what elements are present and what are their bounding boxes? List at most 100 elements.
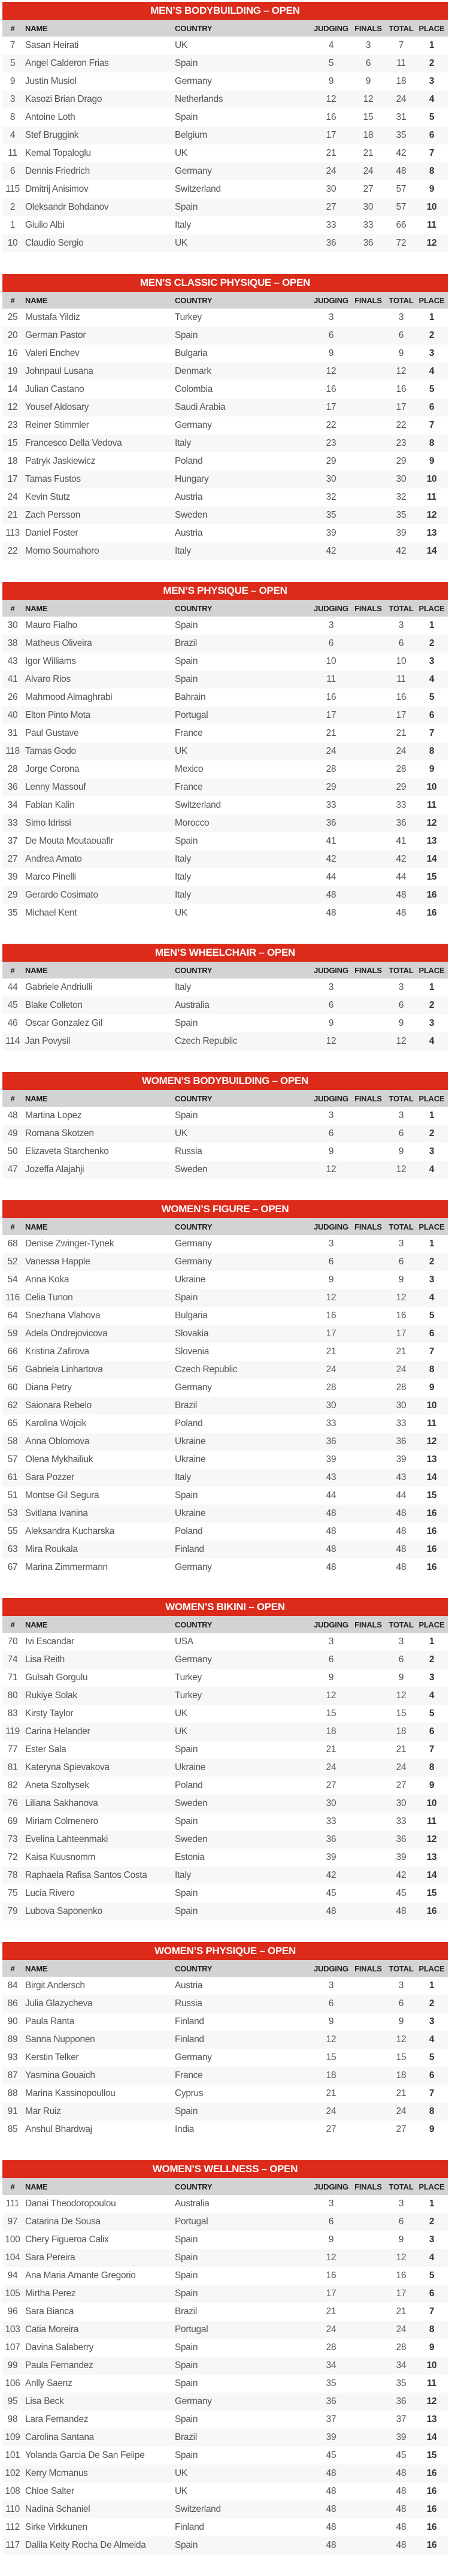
table-row: 83 Kirsty Taylor UK 15 15 5 [2, 1705, 448, 1723]
country: Hungary [175, 474, 209, 484]
competitor-name: Momo Soumahoro [25, 546, 99, 556]
bib-number: 47 [7, 1164, 18, 1174]
place: 10 [426, 1400, 437, 1411]
competitor-name: Oleksandr Bohdanov [25, 202, 109, 212]
table-row: 45 Blake Colleton Australia 6 6 2 [2, 996, 448, 1014]
header-place: PLACE [418, 1094, 445, 1103]
table-row: 46 Oscar Gonzalez Gil Spain 9 9 3 [2, 1014, 448, 1032]
country: UK [175, 2486, 187, 2496]
place: 7 [429, 2306, 435, 2317]
total-score: 42 [396, 148, 406, 158]
place: 13 [426, 836, 437, 846]
bib-number: 29 [7, 890, 18, 900]
judging-score: 3 [328, 2198, 334, 2209]
total-score: 48 [396, 2486, 406, 2496]
total-score: 6 [398, 1998, 404, 2009]
header-finals: FINALS [354, 295, 382, 305]
place: 16 [426, 908, 437, 918]
place: 16 [426, 2486, 437, 2496]
competitor-name: Gabriela Linhartova [25, 1364, 103, 1375]
total-score: 12 [396, 2252, 406, 2263]
judging-score: 9 [328, 1146, 334, 1156]
place: 9 [429, 1382, 435, 1393]
country: Czech Republic [175, 1036, 238, 1046]
header-finals: FINALS [354, 965, 382, 975]
bib-number: 38 [7, 638, 18, 648]
finals-score: 6 [365, 58, 371, 68]
place: 1 [429, 1980, 435, 1991]
country: Italy [175, 1870, 191, 1880]
total-score: 18 [396, 1726, 406, 1737]
header-name: NAME [25, 295, 48, 305]
country: Spain [175, 2288, 198, 2299]
judging-score: 22 [326, 420, 336, 430]
competitor-name: Lara Fernandez [25, 2414, 89, 2424]
column-header-row: # NAME COUNTRY JUDGING FINALS TOTAL PLACE [2, 1960, 448, 1977]
country: Spain [175, 58, 198, 68]
table-row: 105 Mirtha Perez Spain 17 17 6 [2, 2285, 448, 2303]
judging-score: 44 [326, 872, 336, 882]
table-row: 115 Dmitrij Anisimov Switzerland 30 27 57 9 [2, 180, 448, 198]
bib-number: 37 [7, 836, 18, 846]
country: Italy [175, 854, 191, 864]
total-score: 21 [396, 1346, 406, 1357]
header-number: # [10, 1222, 15, 1231]
table-row: 96 Sara Bianca Brazil 21 21 7 [2, 2303, 448, 2321]
table-row: 50 Elizaveta Starchenko Russia 9 9 3 [2, 1143, 448, 1161]
country: Russia [175, 1998, 202, 2009]
country: France [175, 728, 203, 738]
country: Poland [175, 1526, 203, 1536]
header-name: NAME [25, 1620, 48, 1629]
country: Italy [175, 438, 191, 448]
table-row: 9 Justin Musiol Germany 9 9 18 3 [2, 73, 448, 90]
header-total: TOTAL [389, 295, 414, 305]
table-row: 19 Johnpaul Lusana Denmark 12 12 4 [2, 363, 448, 380]
total-score: 12 [396, 2034, 406, 2045]
bib-number: 66 [7, 1346, 18, 1357]
total-score: 57 [396, 184, 406, 194]
competitor-name: Chery Figueroa Calix [25, 2234, 109, 2245]
competitor-name: Marina Zimmermann [25, 1562, 108, 1572]
total-score: 39 [396, 1852, 406, 1862]
competitor-name: Denise Zwinger-Tynek [25, 1239, 114, 1249]
judging-score: 48 [326, 1562, 336, 1572]
country: Austria [175, 1980, 203, 1991]
competitor-name: Simo Idrissi [25, 818, 71, 828]
competitor-name: Aleksandra Kucharska [25, 1526, 115, 1536]
competitor-name: Fabian Kalin [25, 800, 75, 810]
judging-score: 36 [326, 238, 336, 248]
judging-score: 12 [326, 366, 336, 376]
country: Spain [175, 202, 198, 212]
country: Ukraine [175, 1275, 206, 1285]
judging-score: 11 [326, 674, 336, 684]
bib-number: 19 [7, 366, 18, 376]
bib-number: 97 [7, 2216, 18, 2227]
judging-score: 32 [326, 492, 336, 502]
place: 2 [429, 638, 435, 648]
country: Turkey [175, 312, 202, 322]
competitor-name: Davina Salaberry [25, 2342, 94, 2352]
total-score: 28 [396, 764, 406, 774]
table-row: 80 Rukiye Solak Turkey 12 12 4 [2, 1687, 448, 1705]
bib-number: 65 [7, 1418, 18, 1429]
header-country: COUNTRY [175, 295, 213, 305]
competitor-name: Raphaela Rafisa Santos Costa [25, 1870, 147, 1880]
competitor-name: Birgit Andersch [25, 1980, 85, 1991]
place: 1 [429, 1636, 435, 1647]
finals-score: 15 [363, 112, 374, 122]
place: 6 [429, 1726, 435, 1737]
competitor-name: Kevin Stutz [25, 492, 71, 502]
table-row: 69 Miriam Colmenero Spain 33 33 11 [2, 1813, 448, 1831]
total-score: 37 [396, 2414, 406, 2424]
header-name: NAME [25, 23, 48, 33]
bib-number: 11 [8, 148, 17, 158]
table-row: 66 Kristina Zafirova Slovenia 21 21 7 [2, 1343, 448, 1361]
country: Czech Republic [175, 1364, 238, 1375]
place: 1 [429, 1239, 435, 1249]
country: Poland [175, 456, 203, 466]
bib-number: 88 [7, 2088, 18, 2098]
judging-score: 45 [326, 1888, 336, 1898]
competitor-name: Johnpaul Lusana [25, 366, 93, 376]
bib-number: 6 [10, 166, 16, 176]
table-row: 35 Michael Kent UK 48 48 16 [2, 904, 448, 922]
